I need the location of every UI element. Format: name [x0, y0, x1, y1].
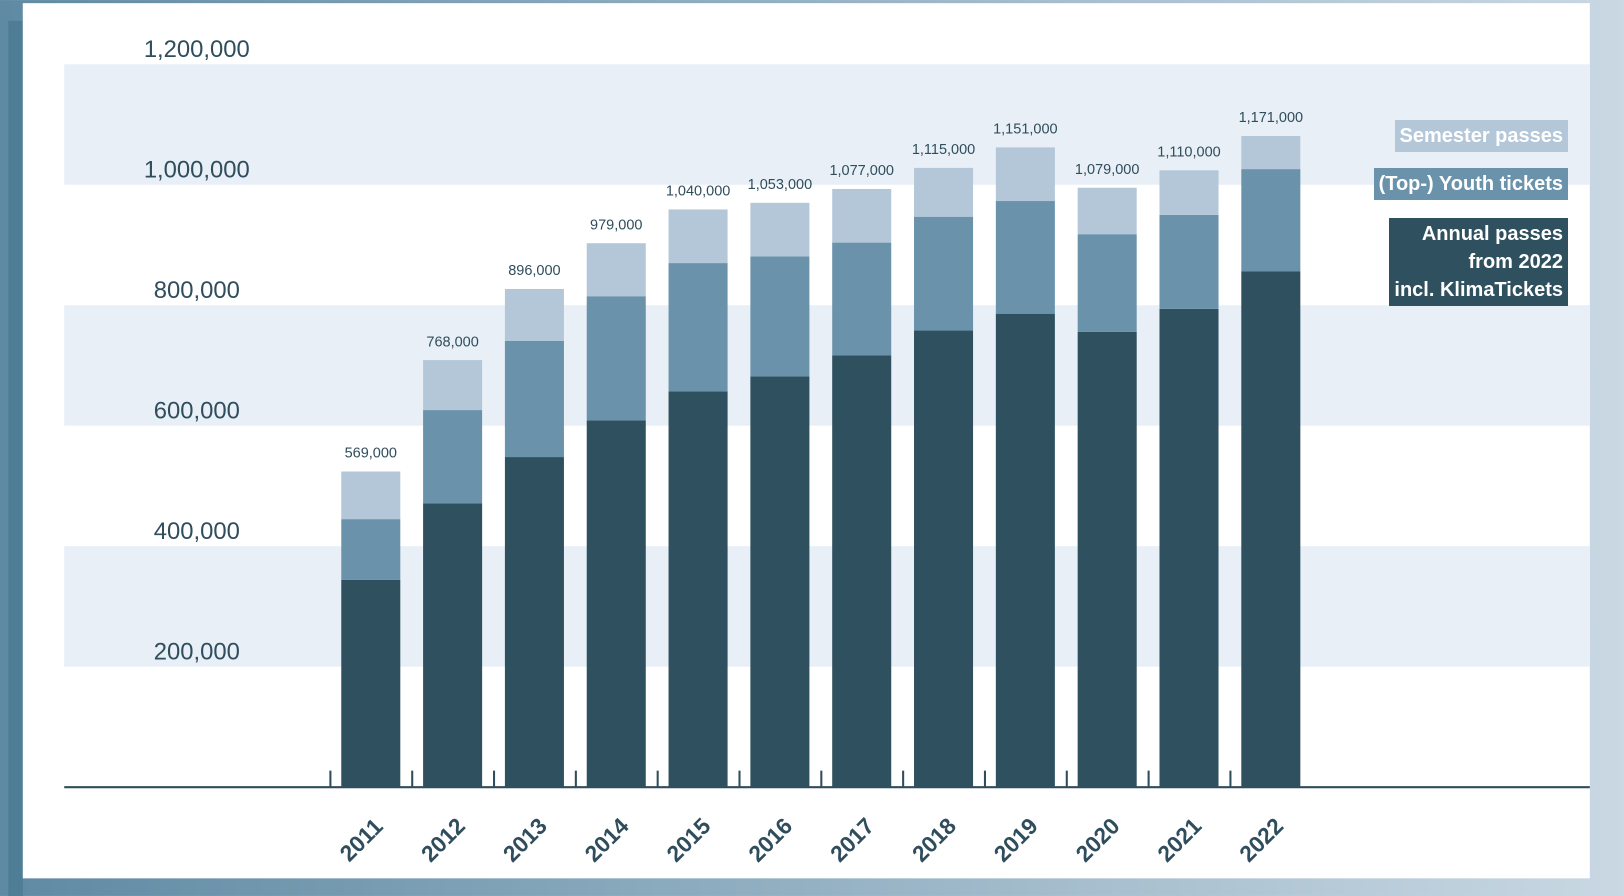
bar-segment	[1159, 214, 1219, 309]
bar-segment	[1077, 234, 1137, 332]
total-label: 1,040,000	[666, 184, 731, 200]
total-label: 979,000	[590, 217, 642, 233]
bar-segment	[1241, 169, 1301, 272]
legend-entry: Annual passes from 2022 incl. KlimaTicke…	[1389, 218, 1568, 306]
total-label: 1,151,000	[993, 122, 1058, 138]
bar-segment	[668, 209, 728, 264]
bar-segment	[1241, 271, 1301, 788]
bar-segment	[341, 519, 401, 580]
y-tick-label: 1,200,000	[144, 36, 250, 63]
bar-segment	[750, 202, 810, 257]
legend-entry: (Top-) Youth tickets	[1373, 168, 1568, 200]
bar-segment	[832, 242, 892, 356]
bar-segment	[1159, 170, 1219, 215]
total-label: 1,171,000	[1239, 110, 1304, 126]
y-tick-label: 200,000	[154, 639, 240, 666]
bar-segment	[423, 410, 483, 504]
y-tick-label: 800,000	[154, 277, 240, 304]
bar-segment	[914, 330, 974, 788]
grid-band	[64, 546, 1590, 667]
bar-segment	[341, 471, 401, 520]
bar-segment	[832, 188, 892, 243]
bar-segment	[504, 340, 564, 458]
bar-segment	[668, 263, 728, 392]
bar-segment	[1159, 308, 1219, 788]
bar-segment	[995, 201, 1055, 314]
legend-entry: Semester passes	[1394, 120, 1568, 152]
grid-band	[64, 305, 1590, 426]
y-tick-label: 600,000	[154, 398, 240, 425]
total-label: 896,000	[508, 263, 560, 279]
grid-band	[64, 64, 1590, 185]
bar-segment	[504, 457, 564, 788]
bar-segment	[914, 216, 974, 331]
total-label: 1,079,000	[1075, 162, 1140, 178]
bar-segment	[586, 243, 646, 297]
y-tick-label: 400,000	[154, 518, 240, 545]
bar-segment	[1077, 187, 1137, 235]
total-label: 1,115,000	[912, 142, 975, 158]
total-label: 1,110,000	[1157, 145, 1220, 161]
bar-segment	[832, 355, 892, 788]
frame-strip	[8, 20, 23, 896]
total-label: 1,053,000	[748, 177, 813, 193]
bar-segment	[995, 147, 1055, 202]
total-label: 768,000	[426, 334, 478, 350]
bar-segment	[1241, 135, 1301, 170]
bar-segment	[750, 376, 810, 788]
bar-segment	[423, 503, 483, 788]
total-label: 569,000	[345, 446, 397, 462]
bar-segment	[504, 288, 564, 341]
bar-segment	[1077, 331, 1137, 788]
bar-segment	[586, 296, 646, 421]
bar-segment	[750, 256, 810, 377]
total-label: 1,077,000	[829, 163, 894, 179]
bar-segment	[586, 420, 646, 788]
y-tick-label: 1,000,000	[144, 157, 250, 184]
bar-segment	[995, 313, 1055, 788]
bar-segment	[423, 360, 483, 411]
bar-segment	[341, 579, 401, 788]
bar-segment	[668, 391, 728, 788]
bar-segment	[914, 167, 974, 217]
